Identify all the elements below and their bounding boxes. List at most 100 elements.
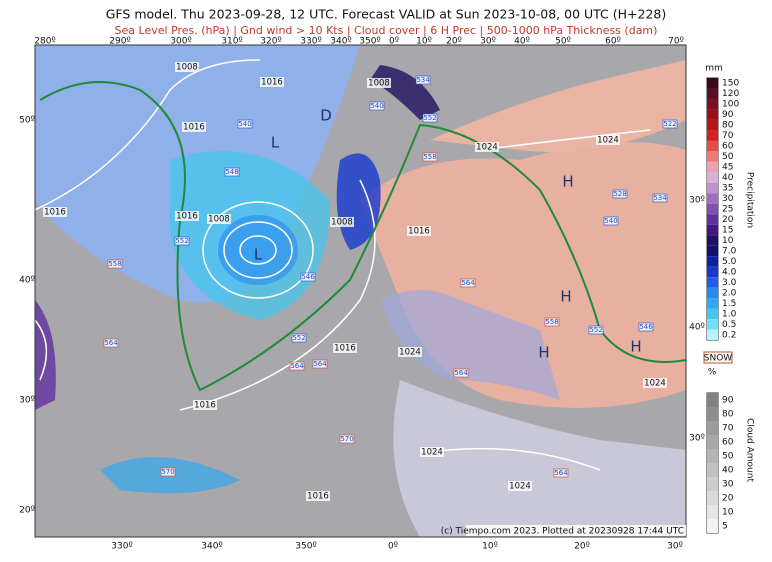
pressure-label: 1024: [597, 136, 619, 146]
cloud-level-label: 40: [722, 466, 734, 476]
thickness-label: 564: [461, 279, 475, 287]
thickness-label-box: [174, 236, 190, 246]
thickness-label: 548: [225, 168, 238, 176]
precip-color-swatch: [707, 256, 718, 267]
pressure-label-bg: [193, 400, 217, 410]
pressure-label: 1016: [334, 344, 356, 354]
pressure-label-bg: [175, 211, 199, 221]
title: GFS model. Thu 2023-09-28, 12 UTC. Forec…: [106, 7, 667, 22]
top-lon-label: 30º: [480, 37, 496, 47]
thickness-label: 522: [663, 120, 676, 128]
precip-level-label: 80: [722, 121, 734, 131]
pressure-label-bg: [306, 491, 330, 501]
precip-level-label: 70: [722, 131, 734, 141]
cloud-color-swatch: [707, 519, 718, 533]
bottom-lon-label: 340º: [201, 542, 222, 552]
thickness-label: 570: [340, 435, 353, 443]
pressure-system: L: [254, 246, 263, 264]
cloud-color-swatch: [707, 463, 718, 477]
thickness-label-box: [237, 119, 253, 129]
precip-level-label: 50: [722, 152, 734, 162]
subtitle: Sea Level Pres. (hPa) | Gnd wind > 10 Kt…: [115, 24, 658, 37]
pressure-system: H: [538, 344, 549, 362]
thickness-label: 552: [292, 334, 305, 342]
pressure-label: 1024: [476, 143, 498, 153]
credit: (c) Tiempo.com 2023. Plotted at 20230928…: [441, 527, 684, 537]
pressure-label: 1016: [183, 123, 205, 133]
precip-color-swatch: [707, 78, 718, 89]
precip-color-swatch: [707, 193, 718, 204]
thickness-label: 558: [545, 318, 558, 326]
top-lon-label: 60º: [605, 37, 621, 47]
cloud-unit: %: [708, 368, 717, 378]
pressure-label-bg: [475, 142, 499, 152]
cloud-color-swatch: [707, 421, 718, 435]
thickness-label-box: [652, 193, 668, 203]
left-lat-label: 50º: [19, 116, 35, 126]
precip-level-label: 150: [722, 79, 739, 89]
precip-color-swatch: [707, 151, 718, 162]
top-lon-label: 10º: [416, 37, 432, 47]
left-lat-label: 30º: [19, 396, 35, 406]
thickness-label-box: [612, 189, 628, 199]
pressure-label: 1008: [331, 218, 353, 228]
cloud-level-label: 20: [722, 494, 734, 504]
precip-level-label: 0.2: [722, 330, 736, 340]
thickness-label: 552: [175, 237, 188, 245]
pressure-label: 1016: [176, 212, 198, 222]
pressure-label: 1016: [194, 401, 216, 411]
precip-color-swatch: [707, 245, 718, 257]
thickness-label: 528: [613, 190, 626, 198]
cloud-level-label: 60: [722, 438, 734, 448]
thickness-label-box: [603, 216, 619, 226]
precip-color-swatch: [707, 298, 718, 309]
pressure-label-bg: [420, 447, 444, 457]
pressure-label-bg: [596, 135, 620, 145]
precip-color-swatch: [707, 266, 718, 278]
top-lon-label: 310º: [221, 37, 242, 47]
cloud-level-label: 30: [722, 480, 734, 490]
precip-level-label: 2.0: [722, 288, 737, 298]
thickness-label: 534: [416, 76, 430, 84]
thickness-label: 540: [370, 102, 383, 110]
thickness-label: 564: [554, 469, 568, 477]
precip-color-swatch: [707, 140, 718, 152]
right-lat-label: 40º: [689, 323, 705, 333]
map-area: [35, 45, 686, 537]
precip-color-swatch: [707, 109, 718, 120]
precip-level-label: 120: [722, 89, 739, 99]
pressure-system: H: [560, 288, 571, 306]
pressure-label-bg: [407, 226, 431, 236]
precip-color-swatch: [707, 98, 718, 110]
precip-level-label: 25: [722, 205, 733, 215]
left-lat-label: 40º: [19, 276, 35, 286]
precip-level-label: 100: [722, 100, 739, 110]
precip-level-label: 5.0: [722, 257, 737, 267]
thickness-label-box: [422, 113, 438, 123]
pressure-label-bg: [398, 347, 422, 357]
precip-level-label: 10: [722, 236, 734, 246]
precip-level-label: 35: [722, 184, 733, 194]
precip-color-swatch: [707, 172, 718, 183]
pressure-label-bg: [207, 214, 231, 224]
precip-level-label: 60: [722, 142, 734, 152]
precip-level-label: 7.0: [722, 246, 737, 256]
cloud-level-label: 5: [722, 522, 728, 532]
precip-color-swatch: [707, 130, 718, 141]
precip-level-label: 20: [722, 215, 734, 225]
thickness-label: 552: [423, 114, 436, 122]
precip-level-label: 90: [722, 110, 734, 120]
thickness-label-box: [638, 322, 654, 332]
left-lat-label: 20º: [19, 506, 35, 516]
pressure-label: 1016: [261, 78, 283, 88]
cloud-color-swatch: [707, 477, 718, 491]
top-lon-label: 320º: [260, 37, 281, 47]
top-lon-label: 330º: [300, 37, 321, 47]
pressure-label: 1008: [176, 63, 198, 73]
thickness-label: 546: [301, 273, 315, 281]
precip-color-swatch: [707, 277, 718, 288]
pressure-label-bg: [367, 78, 391, 88]
precip-level-label: 1.5: [722, 299, 736, 309]
thickness-label-box: [103, 338, 119, 348]
precip-color-swatch: [707, 182, 718, 194]
